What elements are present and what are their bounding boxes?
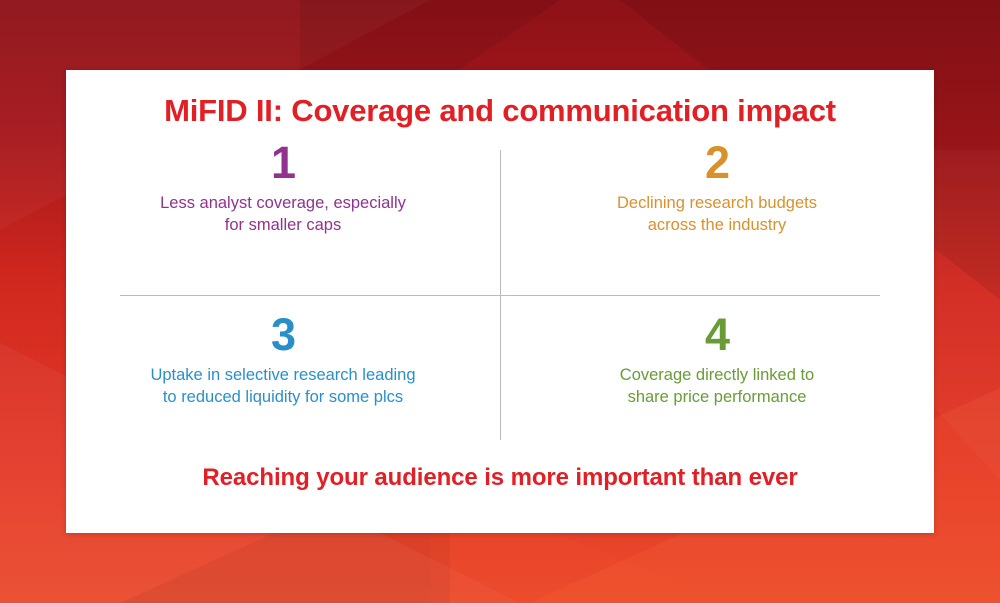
- quadrant-2-text: Declining research budgets across the in…: [617, 192, 817, 236]
- quadrant-4-line-2: share price performance: [627, 388, 807, 407]
- quadrant-3-line-2: to reduced liquidity for some plcs: [162, 388, 404, 407]
- quadrant-1-line-1: Less analyst coverage, especially: [160, 194, 406, 213]
- quadrant-2: 2 Declining research budgets across the …: [500, 140, 934, 290]
- quadrant-1: 1 Less analyst coverage, especially for …: [66, 140, 500, 290]
- quadrant-3: 3 Uptake in selective research leading t…: [66, 290, 500, 440]
- horizontal-divider: [120, 295, 880, 297]
- quadrant-3-text: Uptake in selective research leading to …: [150, 364, 415, 408]
- quadrant-4: 4 Coverage directly linked to share pric…: [500, 290, 934, 440]
- footer-tagline: Reaching your audience is more important…: [202, 464, 798, 492]
- quadrant-4-line-1: Coverage directly linked to: [619, 366, 815, 385]
- quadrant-4-number: 4: [704, 309, 730, 361]
- quadrant-grid: 1 Less analyst coverage, especially for …: [66, 140, 934, 441]
- quadrant-1-line-2: for smaller caps: [224, 216, 342, 235]
- quadrant-4-text: Coverage directly linked to share price …: [620, 364, 814, 408]
- quadrant-2-line-2: across the industry: [647, 216, 787, 235]
- quadrant-2-line-1: Declining research budgets: [617, 194, 817, 213]
- content-card: MiFID II: Coverage and communication imp…: [66, 70, 934, 533]
- page-title: MiFID II: Coverage and communication imp…: [164, 93, 836, 128]
- quadrant-3-number: 3: [270, 309, 296, 361]
- quadrant-1-text: Less analyst coverage, especially for sm…: [160, 192, 406, 236]
- quadrant-2-number: 2: [704, 137, 730, 189]
- quadrant-3-line-1: Uptake in selective research leading: [150, 366, 416, 385]
- quadrant-1-number: 1: [270, 137, 296, 189]
